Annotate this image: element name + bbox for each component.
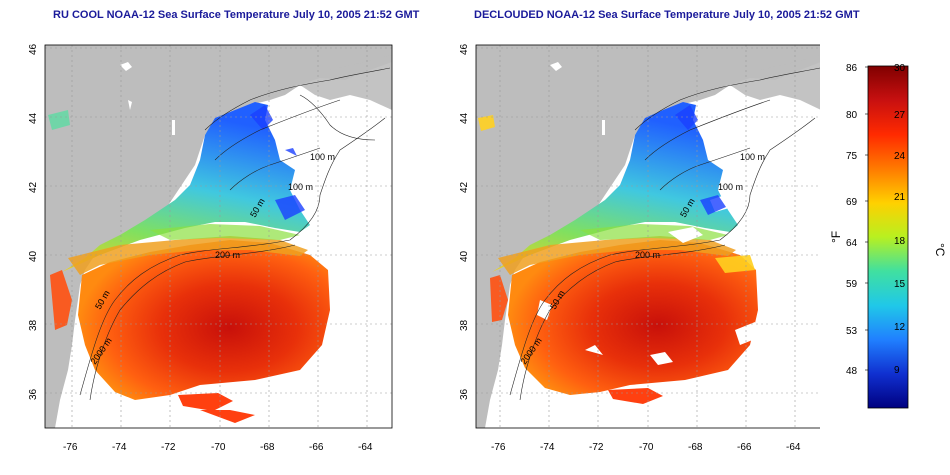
y-tick: 38 (28, 319, 39, 331)
bathymetry-contours (509, 67, 820, 401)
contour-label: 100 m (718, 182, 743, 192)
y-tick: 46 (28, 43, 39, 55)
c-tick: 24 (894, 151, 906, 162)
f-tick: 64 (846, 238, 858, 249)
contour-label: 100 m (288, 182, 313, 192)
y-tick: 36 (28, 388, 39, 400)
y-axis: 46 44 42 40 38 36 (459, 43, 470, 400)
map-title-left: RU COOL NOAA-12 Sea Surface Temperature … (53, 9, 420, 21)
x-tick: -70 (639, 442, 654, 453)
x-tick: -76 (491, 442, 506, 453)
x-tick: -72 (161, 442, 176, 453)
contour-label: 100 m (740, 152, 765, 162)
x-tick: -68 (688, 442, 703, 453)
celsius-label: °C (933, 243, 947, 257)
bathymetry-contours (79, 67, 391, 401)
f-tick: 69 (846, 197, 858, 208)
f-tick: 86 (846, 63, 858, 74)
x-tick: -74 (112, 442, 127, 453)
temperature-colorbar: 86 80 75 69 64 59 53 48 30 27 24 21 18 1… (829, 63, 947, 409)
sst-map-right: 100 m 100 m 50 m 200 m 50 m 2000 m -76 -… (459, 43, 820, 453)
c-tick: 18 (894, 236, 906, 247)
x-tick: -66 (309, 442, 324, 453)
y-tick: 36 (459, 388, 470, 400)
c-tick: 30 (894, 63, 906, 74)
plot-area: 100 m 100 m 50 m 200 m 50 m 2000 m (475, 44, 820, 429)
y-axis: 46 44 42 40 38 36 (28, 43, 39, 400)
f-tick: 75 (846, 151, 858, 162)
x-tick: -64 (358, 442, 373, 453)
sst-warm-region (78, 240, 330, 400)
fahrenheit-label: °F (829, 231, 843, 243)
y-tick: 40 (459, 250, 470, 262)
map-title-right: DECLOUDED NOAA-12 Sea Surface Temperatur… (474, 9, 860, 21)
grid-lines (476, 45, 820, 428)
y-tick: 38 (459, 319, 470, 331)
c-tick: 12 (894, 322, 906, 333)
grid-lines (45, 45, 392, 428)
x-tick: -72 (589, 442, 604, 453)
f-tick: 53 (846, 326, 858, 337)
c-tick: 9 (894, 365, 900, 376)
y-tick: 42 (28, 181, 39, 193)
x-tick: -66 (737, 442, 752, 453)
land-mass (45, 45, 392, 428)
fahrenheit-ticks: 86 80 75 69 64 59 53 48 (846, 63, 858, 377)
y-tick: 44 (459, 112, 470, 124)
sst-cool-region (62, 102, 310, 272)
x-tick: -64 (786, 442, 801, 453)
x-tick: -74 (540, 442, 555, 453)
y-tick: 42 (459, 181, 470, 193)
plot-area: 100 m 100 m 50 m 200 m 50 m 2000 m (44, 44, 393, 429)
sst-cool-region (492, 102, 738, 272)
sst-warm-region (508, 240, 758, 395)
c-tick: 27 (894, 110, 906, 121)
land-mass (476, 45, 820, 428)
sst-map-left: 100 m 100 m 50 m 200 m 50 m 2000 m -76 -… (28, 43, 393, 453)
x-tick: -68 (260, 442, 275, 453)
colorbar-gradient (867, 65, 909, 409)
contour-label: 100 m (310, 152, 335, 162)
x-tick: -76 (63, 442, 78, 453)
x-axis: -76 -74 -72 -70 -68 -66 -64 (491, 442, 801, 453)
c-tick: 15 (894, 279, 906, 290)
contour-label: 200 m (215, 250, 240, 260)
x-tick: -70 (211, 442, 226, 453)
f-tick: 59 (846, 279, 858, 290)
y-tick: 44 (28, 112, 39, 124)
x-axis: -76 -74 -72 -70 -68 -66 -64 (63, 442, 373, 453)
celsius-ticks: 30 27 24 21 18 15 12 9 (894, 63, 906, 376)
y-tick: 40 (28, 250, 39, 262)
f-tick: 80 (846, 110, 858, 121)
c-tick: 21 (894, 192, 906, 203)
f-tick: 48 (846, 366, 858, 377)
y-tick: 46 (459, 43, 470, 55)
